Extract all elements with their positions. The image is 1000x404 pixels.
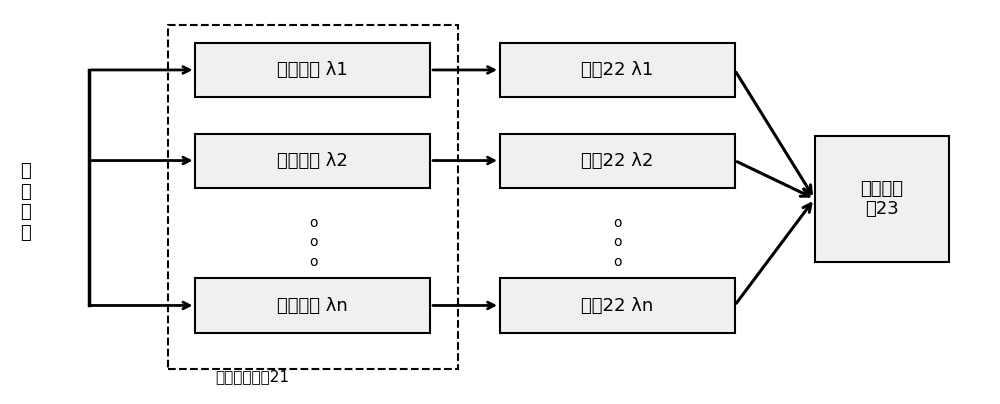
Bar bbox=[500, 43, 735, 97]
Text: 光源驱动 λ2: 光源驱动 λ2 bbox=[277, 152, 348, 170]
Text: o
o
o: o o o bbox=[309, 216, 318, 269]
Text: 光源驱动 λ1: 光源驱动 λ1 bbox=[277, 61, 348, 79]
Text: 光源22 λ2: 光源22 λ2 bbox=[581, 152, 654, 170]
Text: 光源驱动模块21: 光源驱动模块21 bbox=[215, 370, 289, 385]
Text: o
o
o: o o o bbox=[614, 216, 622, 269]
Text: 光源22 λn: 光源22 λn bbox=[581, 297, 653, 315]
Text: 光合成模
块23: 光合成模 块23 bbox=[860, 180, 903, 219]
Bar bbox=[195, 278, 430, 333]
Text: 光源22 λ1: 光源22 λ1 bbox=[581, 61, 653, 79]
Bar bbox=[500, 278, 735, 333]
Bar bbox=[195, 43, 430, 97]
Text: 光源驱动 λn: 光源驱动 λn bbox=[277, 297, 348, 315]
Bar bbox=[815, 136, 949, 262]
Bar bbox=[500, 134, 735, 188]
Bar bbox=[195, 134, 430, 188]
Bar bbox=[168, 25, 458, 369]
Text: 驱
动
信
号: 驱 动 信 号 bbox=[20, 162, 31, 242]
